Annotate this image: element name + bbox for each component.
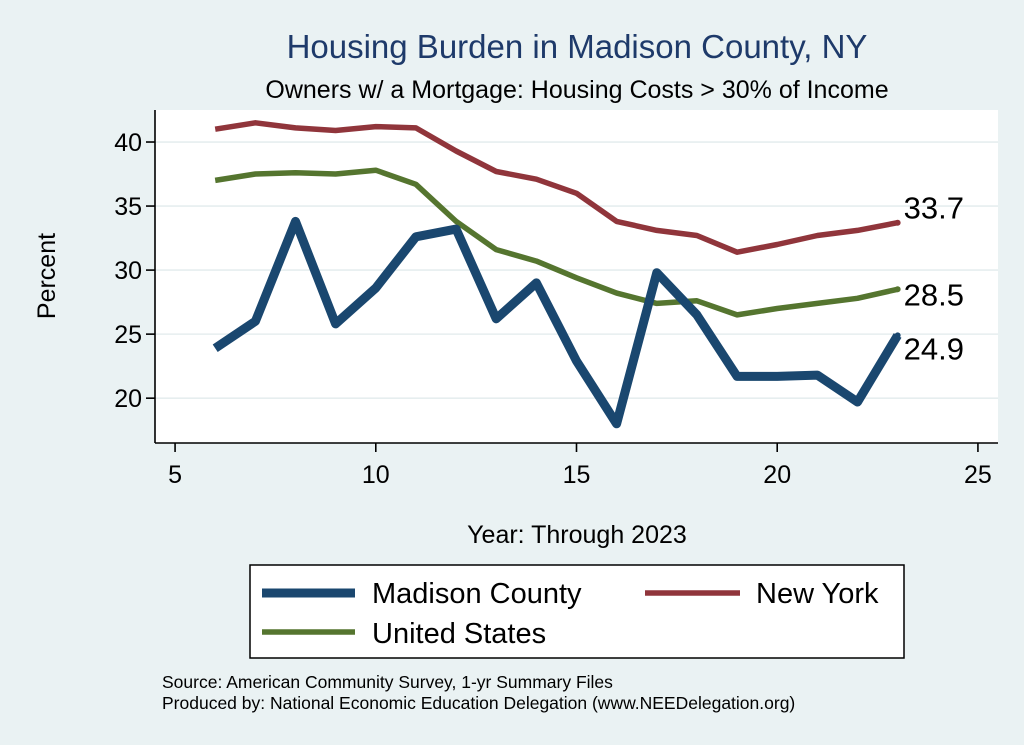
end-label-united-states: 28.5 — [904, 277, 964, 312]
x-tick-label-15: 15 — [563, 461, 591, 489]
source-note: Source: American Community Survey, 1-yr … — [162, 672, 613, 692]
series-line-new-york — [214, 120, 899, 255]
end-label-new-york: 33.7 — [904, 191, 964, 226]
y-tick-label-35: 35 — [114, 193, 142, 221]
x-tick-label-5: 5 — [168, 461, 182, 489]
y-tick-label-40: 40 — [114, 129, 142, 157]
chart-title: Housing Burden in Madison County, NY — [287, 28, 868, 65]
legend: Madison County New York United States — [249, 564, 905, 659]
series-endpoint-new-york — [894, 219, 901, 226]
chart-subtitle: Owners w/ a Mortgage: Housing Costs > 30… — [265, 76, 888, 104]
x-axis-title: Year: Through 2023 — [467, 521, 687, 549]
legend-box — [249, 564, 905, 659]
x-tick-label-20: 20 — [763, 461, 791, 489]
gridlines — [155, 141, 998, 399]
y-tick-label-30: 30 — [114, 257, 142, 285]
legend-label-united-states: United States — [372, 618, 546, 650]
end-labels: 24.9 33.7 28.5 — [904, 191, 964, 367]
axes — [146, 110, 998, 452]
legend-label-madison-county: Madison County — [372, 578, 582, 610]
series-line-madison-county — [212, 216, 902, 429]
end-label-madison-county: 24.9 — [904, 331, 964, 366]
series-endpoint-madison-county — [894, 332, 901, 339]
tick-labels: 20 25 30 35 40 5 10 15 20 25 — [114, 129, 992, 489]
legend-label-new-york: New York — [756, 578, 879, 610]
series-endpoint-united-states — [894, 286, 901, 293]
y-tick-label-25: 25 — [114, 321, 142, 349]
series-lines — [212, 120, 902, 429]
producer-note: Produced by: National Economic Education… — [162, 693, 795, 713]
x-tick-label-10: 10 — [362, 461, 390, 489]
x-tick-label-25: 25 — [964, 461, 992, 489]
y-axis-title: Percent — [33, 233, 61, 319]
y-tick-label-20: 20 — [114, 385, 142, 413]
series-line-united-states — [214, 167, 899, 318]
